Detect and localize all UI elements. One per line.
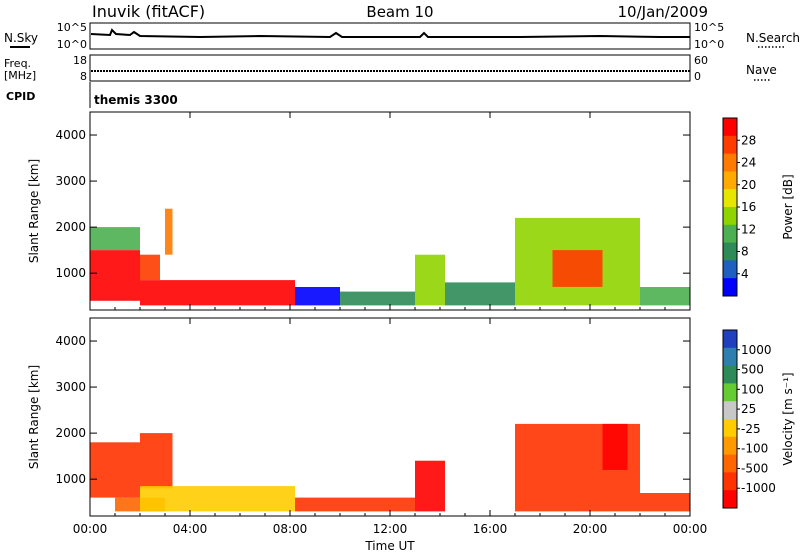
data-region-2 xyxy=(140,280,295,306)
colorbar-tick-label: 100 xyxy=(741,382,764,396)
nsearch-label: N.Search xyxy=(746,31,800,45)
colorbar-tick-label: 8 xyxy=(741,245,749,259)
freq-tick-top: 18 xyxy=(73,54,87,67)
y-tick-label: 2000 xyxy=(55,220,86,234)
data-region-8 xyxy=(445,282,515,306)
nave-tick-bottom: 0 xyxy=(694,70,701,83)
data-region-7 xyxy=(602,423,628,470)
data-region-4 xyxy=(165,208,173,255)
data-region-0 xyxy=(90,250,140,301)
colorbar-segment xyxy=(723,260,737,279)
y-tick-label: 2000 xyxy=(55,426,86,440)
colorbar-tick-label: 24 xyxy=(741,156,756,170)
colorbar-segment xyxy=(723,224,737,244)
y-tick-label: 1000 xyxy=(55,266,86,280)
nave-tick-top: 60 xyxy=(694,54,708,67)
nsearch-tick-bottom: 10^0 xyxy=(694,38,724,51)
x-tick-label: 12:00 xyxy=(373,522,408,536)
colorbar-segment xyxy=(723,278,737,297)
colorbar-tick-label: 28 xyxy=(741,133,756,147)
y-tick-label: 4000 xyxy=(55,128,86,142)
colorbar-tick-label: 4 xyxy=(741,267,749,281)
freq-units: [MHz] xyxy=(4,69,36,82)
x-tick-label: 20:00 xyxy=(573,522,608,536)
colorbar-segment xyxy=(723,135,737,155)
x-tick-label: 16:00 xyxy=(473,522,508,536)
freq-label: Freq. xyxy=(4,57,31,70)
data-region-6 xyxy=(340,291,415,306)
colorbar-tick-label: 1000 xyxy=(741,343,772,357)
colorbar-segment xyxy=(723,383,737,402)
colorbar-tick-label: -25 xyxy=(741,422,761,436)
y-tick-label: 4000 xyxy=(55,334,86,348)
data-region-10 xyxy=(552,250,603,287)
data-region-4 xyxy=(295,497,415,512)
colorbar-segment xyxy=(723,153,737,172)
colorbar-segment xyxy=(723,401,737,420)
power-panel: 1000 2000 3000 4000 Slant Range [km] 28 24 20 16… xyxy=(27,111,795,311)
colorbar-segment xyxy=(723,419,737,438)
x-axis-label: Time UT xyxy=(364,539,415,553)
velocity-panel: 00:00 04:00 08:00 12:00 16:00 20:00 00:00 1000 2… xyxy=(27,317,795,536)
nave-label: Nave xyxy=(746,63,777,77)
colorbar-label: Velocity [m s⁻¹] xyxy=(781,372,795,465)
colorbar-segment xyxy=(723,365,737,384)
nsearch-tick-top: 10^5 xyxy=(694,21,724,34)
x-tick-label: 00:00 xyxy=(673,522,708,536)
station-title: Inuvik (fitACF) xyxy=(92,2,205,21)
cpid-value: themis 3300 xyxy=(94,93,178,107)
data-region-5 xyxy=(295,287,340,306)
data-region-11 xyxy=(640,287,690,306)
beam-label: Beam 10 xyxy=(366,3,433,21)
y-tick-label: 1000 xyxy=(55,472,86,486)
cpid-label: CPID xyxy=(6,90,35,103)
freq-panel-frame xyxy=(89,54,691,82)
colorbar-label: Power [dB] xyxy=(781,174,795,239)
data-region-8 xyxy=(640,493,690,512)
data-region-1 xyxy=(90,227,140,251)
x-tick-label: 04:00 xyxy=(173,522,208,536)
colorbar-segment xyxy=(723,171,737,190)
colorbar-segment xyxy=(723,118,737,137)
data-region-7 xyxy=(415,254,445,306)
colorbar-segment xyxy=(723,207,737,226)
freq-tick-bottom: 8 xyxy=(80,70,87,83)
y-axis-label: Slant Range [km] xyxy=(27,159,41,263)
y-tick-label: 3000 xyxy=(55,380,86,394)
colorbar-frame xyxy=(722,329,738,509)
y-tick-label: 3000 xyxy=(55,174,86,188)
colorbar-segment xyxy=(723,472,737,491)
colorbar-segment xyxy=(723,490,737,509)
nsky-trace xyxy=(90,28,690,39)
colorbar-tick-label: 12 xyxy=(741,222,756,236)
colorbar-segment xyxy=(723,454,737,473)
colorbar-tick-label: -1000 xyxy=(741,481,776,495)
data-region-0 xyxy=(90,442,140,498)
colorbar-segment xyxy=(723,330,737,349)
data-region-1 xyxy=(140,433,173,489)
nsky-tick-top: 10^5 xyxy=(57,21,87,34)
colorbar-segment xyxy=(723,347,737,367)
colorbar-tick-label: 25 xyxy=(741,402,756,416)
nsky-label: N.Sky xyxy=(4,31,38,45)
colorbar-tick-label: 500 xyxy=(741,363,764,377)
data-region-3 xyxy=(140,254,160,280)
colorbar-tick-label: -100 xyxy=(741,442,768,456)
data-region-3 xyxy=(140,486,295,512)
nsky-tick-bottom: 10^0 xyxy=(57,38,87,51)
colorbar-segment xyxy=(723,242,737,261)
x-tick-label: 00:00 xyxy=(73,522,108,536)
date-label: 10/Jan/2009 xyxy=(618,3,709,21)
colorbar-segment xyxy=(723,189,737,208)
colorbar-tick-label: 16 xyxy=(741,200,756,214)
colorbar-segment xyxy=(723,436,737,456)
x-tick-label: 08:00 xyxy=(273,522,308,536)
data-region-5 xyxy=(415,460,445,512)
colorbar-tick-label: 20 xyxy=(741,178,756,192)
y-axis-label: Slant Range [km] xyxy=(27,365,41,469)
colorbar-tick-label: -500 xyxy=(741,461,768,475)
